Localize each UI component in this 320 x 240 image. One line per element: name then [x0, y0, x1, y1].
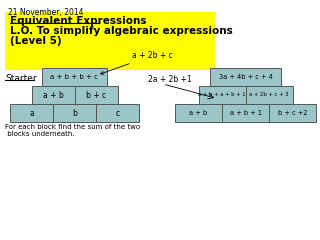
Text: 2a + 2b +1: 2a + 2b +1 [148, 75, 192, 84]
Text: a + 2b + c: a + 2b + c [100, 51, 172, 74]
Text: (Level 5): (Level 5) [10, 36, 62, 46]
FancyBboxPatch shape [269, 104, 316, 122]
Text: b + c: b + c [86, 90, 106, 100]
Text: a + 2b + c + 3: a + 2b + c + 3 [249, 92, 289, 97]
Text: a + b: a + b [43, 90, 63, 100]
FancyBboxPatch shape [198, 86, 245, 104]
Text: a + b + 1: a + b + 1 [229, 110, 261, 116]
Text: a + b + a + b + 1: a + b + a + b + 1 [198, 92, 246, 97]
Text: a + b + b + c: a + b + b + c [51, 74, 99, 80]
FancyBboxPatch shape [210, 68, 281, 86]
Text: b: b [72, 108, 77, 118]
Text: For each block find the sum of the two: For each block find the sum of the two [5, 124, 140, 130]
FancyBboxPatch shape [96, 104, 139, 122]
Text: 3a + 4b + c + 4: 3a + 4b + c + 4 [219, 74, 272, 80]
FancyBboxPatch shape [53, 104, 96, 122]
Text: a: a [29, 108, 34, 118]
Text: a + b: a + b [189, 110, 208, 116]
Text: c: c [116, 108, 120, 118]
FancyBboxPatch shape [245, 86, 292, 104]
Text: blocks underneath.: blocks underneath. [5, 131, 75, 137]
Text: 21 November, 2014: 21 November, 2014 [8, 8, 84, 17]
FancyBboxPatch shape [31, 86, 75, 104]
FancyBboxPatch shape [10, 104, 53, 122]
FancyBboxPatch shape [75, 86, 117, 104]
FancyBboxPatch shape [222, 104, 269, 122]
Text: Equivalent Expressions: Equivalent Expressions [10, 16, 147, 26]
FancyBboxPatch shape [42, 68, 107, 86]
FancyBboxPatch shape [5, 12, 215, 70]
Text: b + c +2: b + c +2 [278, 110, 307, 116]
Text: L.O. To simplify algebraic expressions: L.O. To simplify algebraic expressions [10, 26, 233, 36]
FancyBboxPatch shape [175, 104, 222, 122]
Text: Starter: Starter [5, 74, 36, 83]
